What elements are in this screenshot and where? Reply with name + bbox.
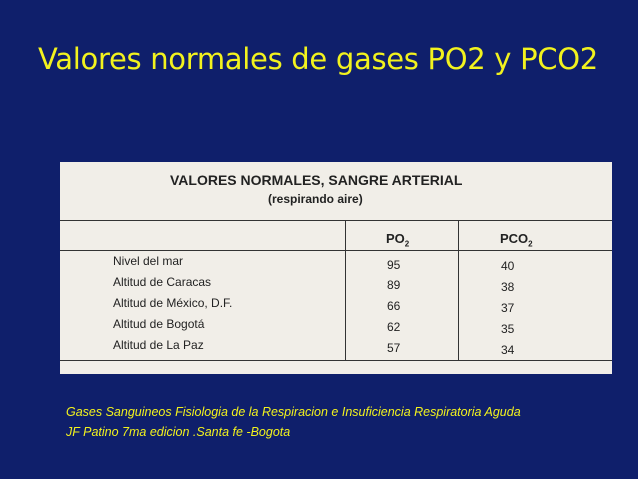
table-cell-po2: 57: [387, 341, 401, 355]
table-cell-pco2: 37: [501, 301, 515, 315]
citation-line-1: Gases Sanguineos Fisiologia de la Respir…: [66, 405, 521, 419]
citation: Gases Sanguineos Fisiologia de la Respir…: [66, 402, 521, 442]
header-rule: [60, 250, 612, 251]
table-subheading: (respirando aire): [268, 192, 363, 206]
column-divider-1: [345, 220, 346, 360]
table-cell-pco2: 38: [501, 280, 515, 294]
top-rule: [60, 220, 612, 221]
table-cell-pco2: 35: [501, 322, 515, 336]
table-cell-po2: 62: [387, 320, 401, 334]
slide-title: Valores normales de gases PO2 y PCO2: [38, 42, 598, 76]
table-row-label: Altitud de La Paz: [113, 338, 204, 352]
po2-column-header: PO2: [386, 231, 410, 249]
table-row-label: Nivel del mar: [113, 254, 184, 268]
table-heading: VALORES NORMALES, SANGRE ARTERIAL: [170, 172, 463, 188]
table-image: VALORES NORMALES, SANGRE ARTERIAL (respi…: [60, 162, 612, 374]
table-cell-po2: 89: [387, 278, 401, 292]
table-cell-pco2: 34: [501, 343, 515, 357]
table-cell-po2: 95: [387, 258, 401, 272]
table-row-label: Altitud de México, D.F.: [113, 296, 233, 310]
bottom-rule: [60, 360, 612, 361]
pco2-column-header: PCO2: [500, 231, 533, 249]
column-divider-2: [458, 220, 459, 360]
table-row-label: Altitud de Bogotá: [113, 317, 205, 331]
table-row-label: Altitud de Caracas: [113, 275, 212, 289]
table-cell-pco2: 40: [501, 259, 515, 273]
table-cell-po2: 66: [387, 299, 401, 313]
citation-line-2: JF Patino 7ma edicion .Santa fe -Bogota: [66, 425, 291, 439]
